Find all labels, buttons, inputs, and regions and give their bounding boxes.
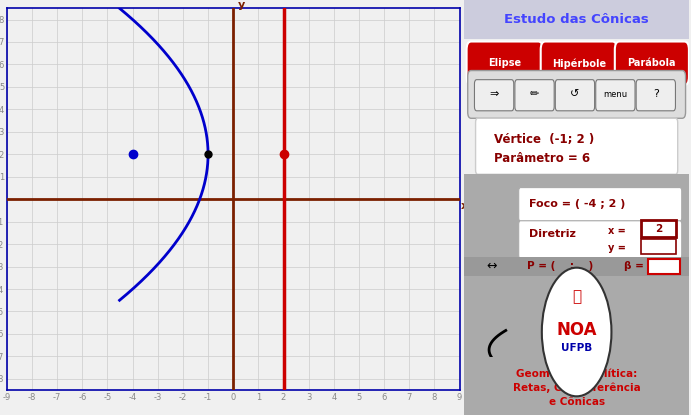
- FancyBboxPatch shape: [475, 118, 678, 174]
- Text: Parábola: Parábola: [627, 59, 676, 68]
- FancyBboxPatch shape: [475, 80, 513, 111]
- Text: menu: menu: [603, 90, 627, 99]
- Text: ↔: ↔: [486, 260, 497, 273]
- FancyBboxPatch shape: [641, 239, 676, 254]
- Text: P = (    ;    ): P = ( ; ): [527, 261, 594, 271]
- FancyBboxPatch shape: [519, 188, 682, 221]
- Text: 2: 2: [655, 224, 662, 234]
- FancyBboxPatch shape: [648, 259, 681, 274]
- Text: x: x: [461, 201, 468, 211]
- FancyBboxPatch shape: [540, 42, 617, 85]
- Text: y =: y =: [608, 243, 626, 253]
- FancyBboxPatch shape: [515, 80, 554, 111]
- Text: Hipérbole: Hipérbole: [552, 58, 606, 69]
- FancyBboxPatch shape: [468, 71, 685, 118]
- Text: β =: β =: [624, 261, 644, 271]
- Bar: [464, 276, 689, 415]
- Circle shape: [542, 268, 612, 396]
- Bar: [464, 257, 689, 276]
- Text: Diretriz: Diretriz: [529, 229, 576, 239]
- FancyBboxPatch shape: [596, 80, 635, 111]
- Text: UFPB: UFPB: [561, 343, 592, 353]
- Text: ✏: ✏: [530, 89, 539, 99]
- FancyBboxPatch shape: [556, 80, 594, 111]
- FancyBboxPatch shape: [641, 220, 676, 237]
- Bar: [464, 0, 689, 39]
- Text: NOA: NOA: [556, 321, 597, 339]
- FancyBboxPatch shape: [466, 42, 543, 85]
- Text: Vértice  (-1; 2 ): Vértice (-1; 2 ): [493, 132, 594, 146]
- FancyBboxPatch shape: [615, 42, 689, 85]
- Text: y: y: [238, 0, 245, 10]
- Bar: [464, 174, 689, 276]
- Text: Elipse: Elipse: [489, 59, 521, 68]
- Text: ?: ?: [653, 89, 659, 99]
- Text: Geometria Analítica:
Retas, Ciscunferência
e Cônicas: Geometria Analítica: Retas, Ciscunferênc…: [513, 369, 641, 407]
- Text: ⇒: ⇒: [489, 89, 499, 99]
- Text: ↺: ↺: [570, 89, 580, 99]
- Text: Parâmetro = 6: Parâmetro = 6: [493, 152, 589, 165]
- Text: Estudo das Cônicas: Estudo das Cônicas: [504, 13, 649, 27]
- Text: Foco = ( -4 ; 2 ): Foco = ( -4 ; 2 ): [529, 199, 626, 209]
- Text: x =: x =: [608, 226, 626, 236]
- FancyBboxPatch shape: [636, 80, 675, 111]
- Text: 🎓: 🎓: [572, 289, 581, 304]
- FancyBboxPatch shape: [519, 221, 682, 259]
